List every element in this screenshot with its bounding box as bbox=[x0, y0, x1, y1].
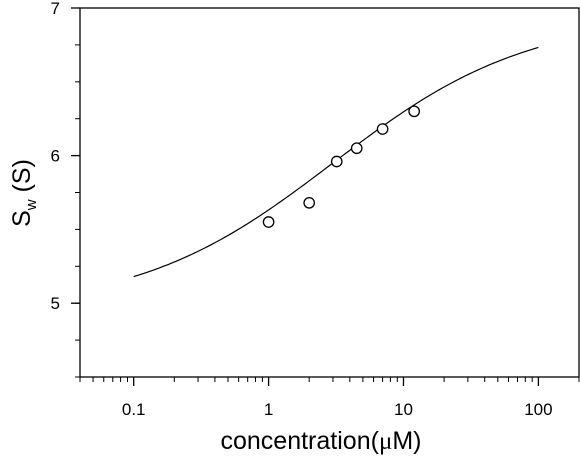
major-ticks bbox=[71, 7, 540, 386]
data-point bbox=[376, 123, 389, 135]
x-tick-label: 10 bbox=[394, 400, 413, 419]
y-tick-label: 7 bbox=[51, 0, 60, 18]
x-tick-labels: 0.1 1 10 100 bbox=[122, 400, 553, 419]
x-tick-label: 100 bbox=[524, 400, 552, 419]
data-point bbox=[303, 196, 316, 209]
minor-ticks bbox=[75, 7, 580, 382]
data-point bbox=[330, 155, 343, 168]
data-point bbox=[350, 142, 363, 155]
data-points bbox=[262, 105, 421, 228]
x-tick-label: 0.1 bbox=[122, 400, 146, 419]
y-axis-title: Sw (S) bbox=[8, 159, 40, 227]
y-tick-labels: 5 6 7 bbox=[51, 0, 60, 313]
plot-frame bbox=[79, 7, 580, 378]
y-tick-label: 5 bbox=[51, 294, 60, 313]
x-axis-title: concentration(μM) bbox=[221, 427, 422, 455]
data-point bbox=[262, 216, 275, 228]
y-tick-label: 6 bbox=[51, 147, 60, 166]
data-point bbox=[408, 105, 421, 118]
x-tick-label: 1 bbox=[264, 400, 273, 419]
